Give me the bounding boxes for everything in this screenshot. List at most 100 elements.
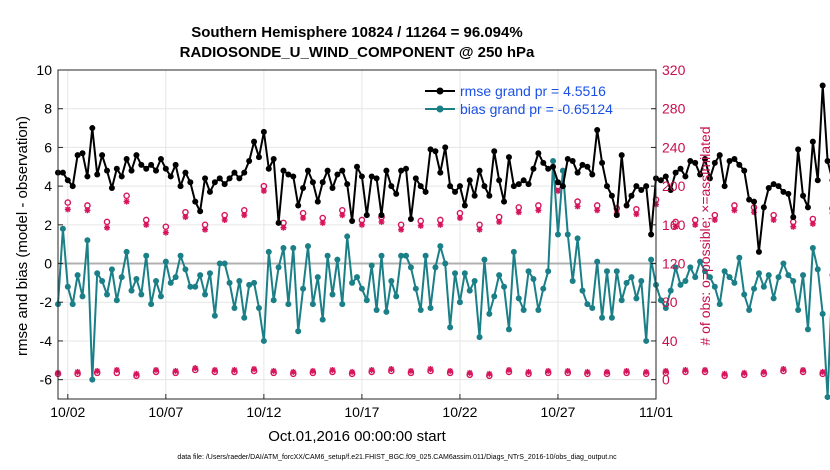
- rmse-point: [741, 167, 748, 174]
- obs-assimilated-marker: [800, 366, 807, 373]
- rmse-point: [486, 192, 493, 199]
- rmse-point: [814, 177, 821, 184]
- rmse-point: [501, 198, 508, 205]
- rmse-point: [148, 161, 155, 168]
- bias-point: [202, 291, 209, 298]
- obs-assimilated-marker: [662, 367, 669, 374]
- rmse-point: [608, 192, 615, 199]
- bias-point: [398, 252, 405, 259]
- obs-assimilated-marker: [535, 207, 542, 214]
- obs-assimilated-marker: [721, 370, 728, 377]
- bias-point: [461, 270, 468, 277]
- obs-assimilated-marker: [113, 366, 120, 373]
- y2-tick-label: 320: [662, 62, 686, 78]
- bias-point: [795, 306, 802, 313]
- rmse-point: [138, 161, 145, 168]
- rmse-point: [530, 165, 537, 172]
- rmse-point: [128, 167, 135, 174]
- obs-assimilated-marker: [162, 229, 169, 236]
- obs-possible-marker: [162, 223, 170, 231]
- obs-assimilated-marker: [456, 215, 463, 222]
- y-tick-label: -6: [40, 372, 53, 388]
- rmse-point: [471, 192, 478, 199]
- rmse-point: [751, 198, 758, 205]
- obs-count-markers: [54, 182, 830, 380]
- rmse-point: [162, 165, 169, 172]
- bias-point: [206, 270, 213, 277]
- obs-possible-marker: [731, 202, 738, 209]
- bias-point: [79, 293, 86, 300]
- legend-bias-marker: [436, 105, 444, 113]
- bias-point: [775, 274, 782, 281]
- rmse-point: [167, 173, 174, 180]
- rmse-point: [354, 163, 360, 170]
- obs-assimilated-marker: [417, 222, 424, 229]
- legend-rmse-label: rmse grand pr = 4.5516: [460, 83, 606, 99]
- bias-point: [491, 293, 498, 300]
- rmse-point: [711, 159, 718, 166]
- rmse-point: [275, 219, 282, 226]
- obs-possible-marker: [809, 215, 817, 223]
- rmse-point: [309, 179, 316, 186]
- rmse-point: [481, 183, 488, 190]
- bias-point: [657, 297, 664, 304]
- rmse-point: [804, 204, 811, 211]
- bias-point: [736, 254, 743, 261]
- obs-assimilated-marker: [172, 367, 179, 374]
- obs-assimilated-marker: [241, 212, 248, 219]
- bias-point: [344, 233, 351, 240]
- obs-assimilated-marker: [349, 368, 356, 375]
- obs-assimilated-marker: [251, 366, 258, 373]
- rmse-point: [383, 167, 390, 174]
- bias-point: [412, 285, 419, 292]
- bias-point: [123, 248, 130, 255]
- rmse-point: [373, 175, 380, 182]
- obs-assimilated-marker: [633, 211, 640, 218]
- rmse-point: [594, 126, 601, 133]
- obs-assimilated-marker: [476, 226, 483, 233]
- y-tick-label: 10: [36, 62, 52, 78]
- obs-assimilated-marker: [74, 368, 81, 375]
- rmse-point: [809, 138, 816, 145]
- bias-point: [486, 310, 493, 317]
- bias-point: [177, 252, 184, 259]
- rmse-point: [64, 177, 71, 184]
- bias-point: [687, 264, 694, 271]
- rmse-series: [55, 82, 830, 255]
- bias-point: [99, 277, 106, 284]
- y-axis-label: rmse and bias (model - observation): [14, 116, 31, 356]
- bias-point: [349, 279, 356, 286]
- bias-point: [363, 297, 370, 304]
- x-tick-label: 11/01: [639, 404, 673, 420]
- bias-point: [540, 285, 547, 292]
- rmse-point: [398, 167, 405, 174]
- obs-assimilated-marker: [702, 366, 709, 373]
- obs-assimilated-marker: [339, 212, 346, 219]
- obs-assimilated-marker: [133, 370, 140, 377]
- rmse-point: [702, 156, 709, 163]
- y2-tick-label: 240: [662, 139, 686, 155]
- obs-assimilated-marker: [368, 366, 375, 373]
- obs-possible-marker: [103, 218, 111, 226]
- bias-point: [368, 262, 375, 269]
- bias-point: [59, 225, 66, 232]
- rmse-point: [554, 179, 561, 186]
- chart-subtitle: RADIOSONDE_U_WIND_COMPONENT @ 250 hPa: [180, 44, 535, 61]
- bias-point: [545, 268, 552, 275]
- rmse-point: [329, 185, 336, 192]
- rmse-point: [447, 183, 454, 190]
- rmse-point: [706, 175, 713, 182]
- bias-point: [324, 252, 331, 259]
- rmse-point: [69, 183, 76, 190]
- bias-point: [407, 264, 414, 271]
- bias-point: [520, 306, 527, 313]
- rmse-point: [662, 173, 669, 180]
- rmse-point: [363, 212, 370, 219]
- rmse-point: [295, 202, 302, 209]
- bias-point: [447, 324, 454, 331]
- rmse-point: [476, 167, 483, 174]
- rmse-point: [368, 173, 375, 180]
- obs-possible-marker: [770, 211, 777, 219]
- rmse-point: [236, 175, 243, 182]
- x-tick-label: 10/27: [540, 404, 575, 420]
